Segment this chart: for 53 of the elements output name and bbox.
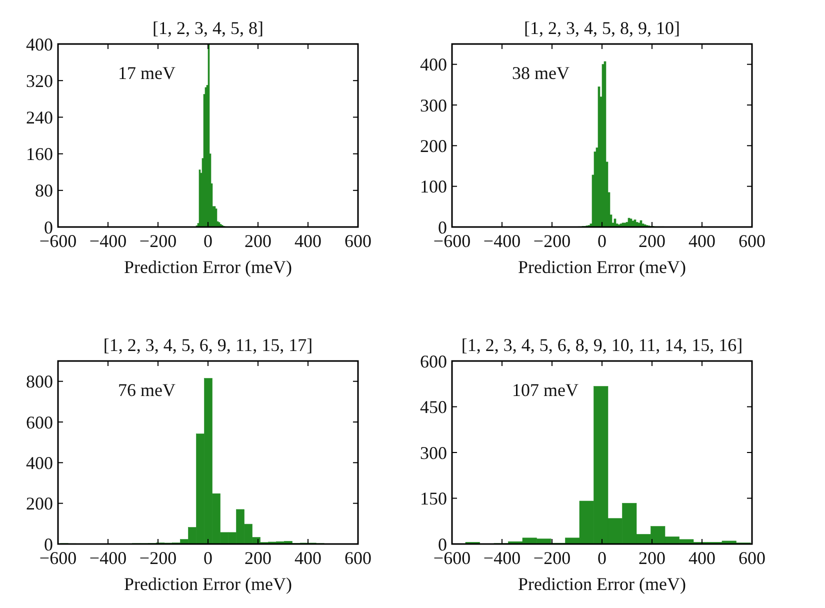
y-tick-label: 400: [26, 452, 53, 473]
y-tick-label: 300: [420, 442, 447, 463]
x-tick-label: 400: [294, 548, 322, 568]
x-tick-label: 600: [344, 231, 372, 251]
x-tick-label: 0: [204, 548, 212, 568]
annotation: 38 meV: [512, 63, 570, 83]
chart-title: [1, 2, 3, 4, 5, 8, 9, 10]: [524, 18, 680, 38]
x-tick-label: 400: [688, 231, 716, 251]
x-tick-label: −200: [139, 548, 177, 568]
y-tick-label: 800: [26, 372, 53, 392]
x-tick-label: 400: [688, 548, 716, 568]
y-tick-label: 200: [26, 494, 53, 514]
x-tick-label: −400: [483, 231, 521, 251]
annotation: 107 meV: [512, 380, 578, 400]
x-axis-title: Prediction Error (meV): [518, 257, 686, 277]
x-tick-label: −400: [483, 548, 521, 568]
y-tick-label: 300: [420, 95, 447, 116]
x-axis-title: Prediction Error (meV): [124, 574, 292, 594]
y-tick-label: 200: [420, 136, 447, 156]
chart-title: [1, 2, 3, 4, 5, 6, 8, 9, 10, 11, 14, 15, 16]: [461, 335, 743, 355]
x-tick-label: 200: [244, 231, 272, 251]
x-tick-label: 600: [738, 231, 766, 251]
x-tick-label: 0: [598, 548, 606, 568]
annotation: 76 meV: [118, 380, 176, 400]
x-tick-label: −200: [533, 548, 571, 568]
y-tick-label: 160: [26, 144, 53, 164]
chart-title: [1, 2, 3, 4, 5, 8]: [152, 18, 264, 38]
y-tick-label: 80: [35, 180, 53, 201]
x-tick-label: −200: [533, 231, 571, 251]
chart-title: [1, 2, 3, 4, 5, 6, 9, 11, 15, 17]: [103, 335, 313, 355]
y-tick-label: 150: [420, 488, 447, 509]
x-tick-label: 200: [244, 548, 272, 568]
annotation: 17 meV: [118, 63, 176, 83]
y-tick-label: 240: [26, 108, 53, 128]
x-axis-title: Prediction Error (meV): [518, 574, 686, 594]
x-tick-label: 0: [204, 231, 212, 251]
y-tick-label: 400: [420, 54, 447, 75]
x-tick-label: −400: [89, 231, 127, 251]
x-tick-label: 200: [638, 231, 666, 251]
x-tick-label: 0: [598, 231, 606, 251]
y-tick-label: 100: [420, 176, 447, 197]
x-axis-title: Prediction Error (meV): [124, 257, 292, 277]
x-tick-label: −200: [139, 231, 177, 251]
y-tick-label: 400: [26, 34, 53, 54]
x-tick-label: 400: [294, 231, 322, 251]
x-tick-label: 200: [638, 548, 666, 568]
y-tick-label: 600: [420, 351, 447, 372]
y-tick-label: 450: [420, 397, 447, 418]
x-tick-label: 600: [738, 548, 766, 568]
y-tick-label: 320: [26, 70, 53, 91]
y-tick-label: 600: [26, 412, 53, 432]
x-tick-label: 600: [344, 548, 372, 568]
x-tick-label: −400: [89, 548, 127, 568]
